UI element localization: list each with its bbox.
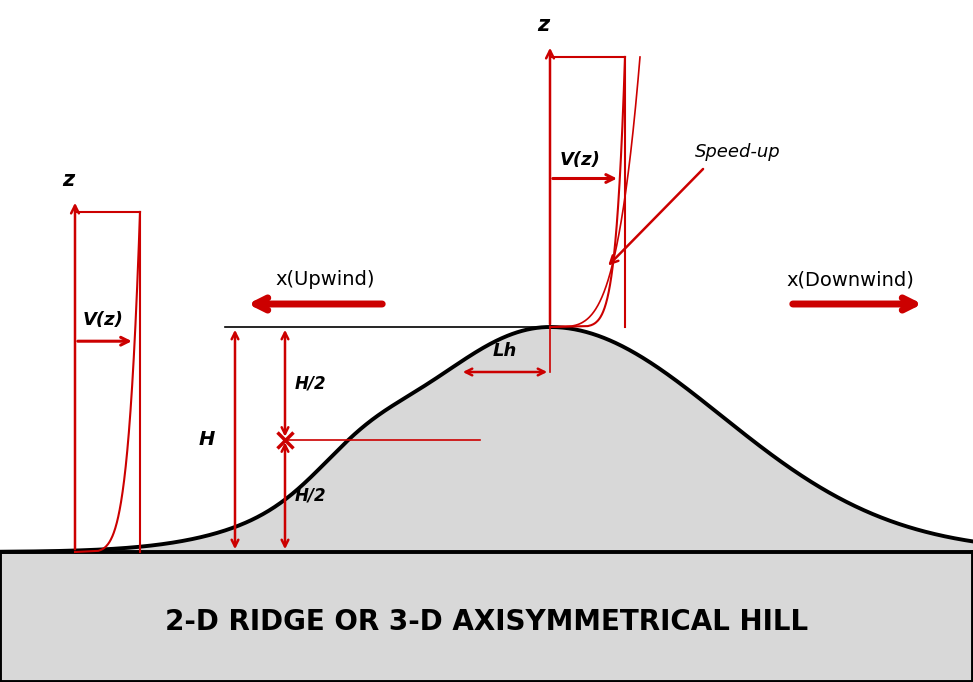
Text: z: z — [537, 15, 549, 35]
Text: V(z): V(z) — [560, 151, 601, 168]
Text: Lh: Lh — [492, 342, 518, 360]
Polygon shape — [0, 327, 973, 552]
Text: H/2: H/2 — [295, 487, 327, 505]
Text: 2-D RIDGE OR 3-D AXISYMMETRICAL HILL: 2-D RIDGE OR 3-D AXISYMMETRICAL HILL — [165, 608, 808, 636]
Text: Speed-up: Speed-up — [695, 143, 780, 161]
Text: z: z — [62, 170, 74, 190]
Text: H: H — [198, 430, 215, 449]
Text: x(Downwind): x(Downwind) — [786, 270, 914, 289]
Text: H/2: H/2 — [295, 374, 327, 392]
Text: x(Upwind): x(Upwind) — [275, 270, 375, 289]
Text: V(z): V(z) — [83, 311, 124, 329]
Polygon shape — [0, 552, 973, 682]
